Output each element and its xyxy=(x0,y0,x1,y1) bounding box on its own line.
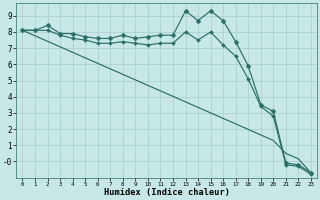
X-axis label: Humidex (Indice chaleur): Humidex (Indice chaleur) xyxy=(104,188,230,197)
